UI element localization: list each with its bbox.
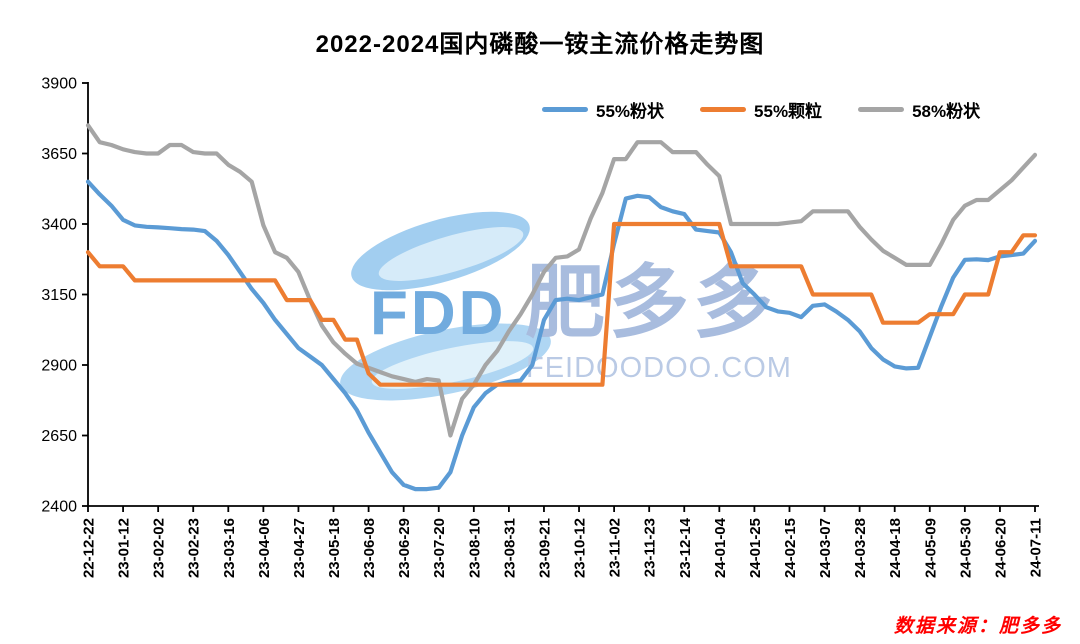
series-line-55%粉状 (85, 179, 1038, 492)
x-tick-label: 23-04-27 (291, 518, 308, 578)
x-tick-label: 24-02-15 (782, 518, 799, 578)
y-tick-label: 2400 (41, 499, 77, 516)
x-tick-label: 24-03-07 (817, 518, 834, 578)
y-tick-label: 3150 (41, 287, 77, 304)
x-tick-label: 23-11-02 (607, 518, 624, 577)
x-tick-label: 24-05-09 (922, 518, 939, 578)
x-tick-label: 23-08-10 (466, 518, 483, 578)
watermark: FDD 肥多多 FEIDOODOO.COM (333, 195, 792, 417)
y-tick-label: 3900 (41, 76, 77, 93)
x-tick-label: 23-01-12 (116, 518, 133, 578)
data-source-note: 数据来源：肥多多 (893, 616, 1062, 637)
chart-legend: 55%粉状 55%颗粒 58%粉状 (542, 97, 1016, 122)
y-tick-label: 3650 (41, 146, 77, 163)
x-tick-label: 23-06-29 (396, 518, 413, 578)
series-line-55%颗粒 (85, 221, 1038, 387)
legend-item: 55%粉状 (542, 97, 664, 122)
x-tick-label: 24-01-04 (712, 517, 729, 578)
watermark-logo-text: FDD (370, 279, 507, 348)
x-tick-label: 23-05-18 (326, 518, 343, 578)
watermark-brand-name: 肥多多 (525, 258, 777, 347)
legend-label: 58%粉状 (912, 102, 981, 121)
x-tick-label: 24-03-28 (852, 518, 869, 578)
y-tick-label: 3400 (41, 217, 77, 234)
x-tick-label: 23-04-06 (256, 518, 273, 578)
legend-item: 58%粉状 (858, 97, 980, 122)
y-tick-label: 2900 (41, 358, 77, 375)
chart-title: 2022-2024国内磷酸一铵主流价格走势图 (315, 31, 765, 58)
legend-swatch-icon (858, 107, 905, 112)
x-tick-label: 24-07-11 (1028, 518, 1045, 577)
x-tick-label: 23-10-12 (572, 518, 589, 578)
series-line-58%粉状 (85, 123, 1038, 438)
x-tick-label: 23-07-20 (431, 518, 448, 578)
watermark-brand-url: FEIDOODOO.COM (526, 352, 792, 384)
x-tick-label: 23-08-31 (501, 518, 518, 578)
x-tick-label: 23-09-21 (536, 518, 553, 578)
x-tick-label: 23-11-23 (642, 518, 659, 577)
legend-swatch-icon (542, 107, 588, 112)
legend-label: 55%粉状 (596, 102, 665, 121)
legend-item: 55%颗粒 (700, 97, 822, 122)
x-tick-label: 22-12-22 (81, 518, 98, 578)
x-tick-label: 23-12-14 (677, 517, 694, 578)
x-tick-label: 23-02-02 (151, 518, 168, 578)
legend-label: 55%颗粒 (754, 102, 823, 121)
x-tick-label: 24-01-25 (747, 518, 764, 578)
y-tick-label: 2650 (41, 428, 77, 445)
x-tick-label: 23-03-16 (221, 518, 238, 578)
x-tick-label: 24-04-18 (887, 518, 904, 578)
legend-swatch-icon (700, 107, 747, 112)
x-tick-label: 23-02-23 (186, 518, 203, 578)
x-tick-label: 24-05-30 (957, 518, 974, 578)
x-tick-label: 23-06-08 (361, 518, 378, 578)
x-tick-label: 24-06-20 (992, 518, 1009, 578)
